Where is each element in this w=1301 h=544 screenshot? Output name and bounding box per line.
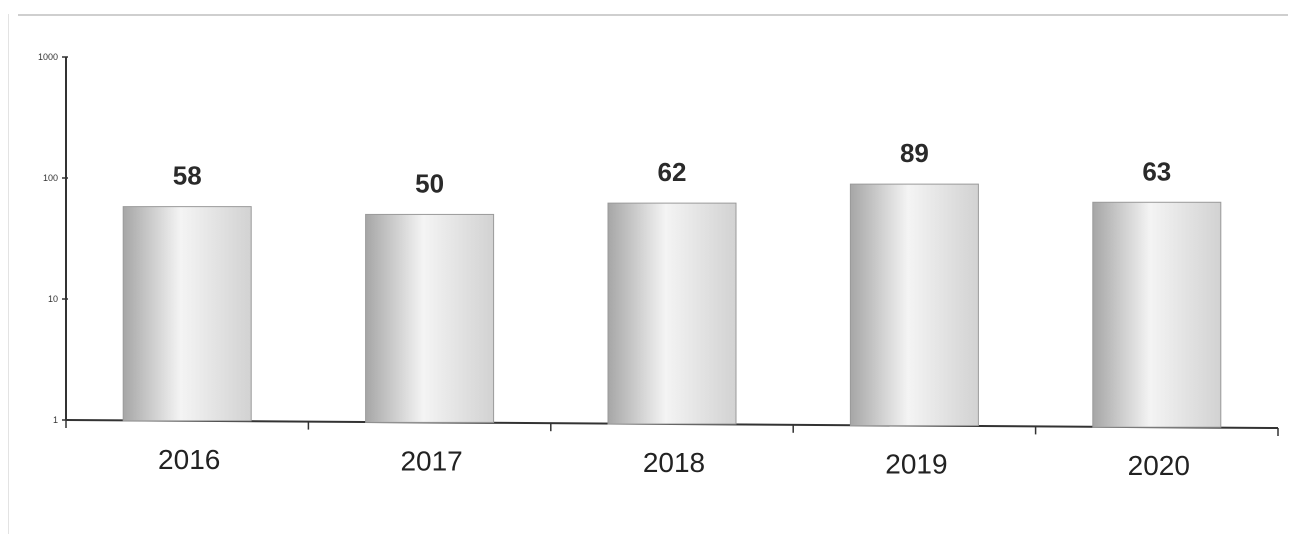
category-label: 2016 [158, 444, 220, 475]
data-label: 58 [173, 161, 202, 191]
category-label: 2018 [643, 447, 705, 478]
bar [122, 206, 252, 422]
data-label: 50 [415, 168, 444, 198]
category-label: 2020 [1128, 450, 1190, 481]
y-tick-label: 100 [43, 173, 58, 183]
bar [849, 183, 979, 427]
y-tick-label: 10 [48, 294, 58, 304]
labels: 58 2016 50 2017 62 2018 89 2019 63 2020 [158, 138, 1190, 481]
bar [607, 202, 737, 425]
bar [1092, 201, 1222, 428]
frame-top-border [18, 14, 1288, 16]
data-label: 89 [900, 138, 929, 168]
y-tick-label: 1 [53, 415, 58, 425]
bar [365, 213, 495, 423]
frame-left-border [8, 14, 9, 534]
category-label: 2017 [400, 445, 462, 476]
y-tick-label: 1000 [38, 52, 58, 62]
bars [122, 183, 1222, 428]
data-label: 62 [658, 157, 687, 187]
data-label: 63 [1142, 156, 1171, 186]
category-label: 2019 [885, 449, 947, 480]
